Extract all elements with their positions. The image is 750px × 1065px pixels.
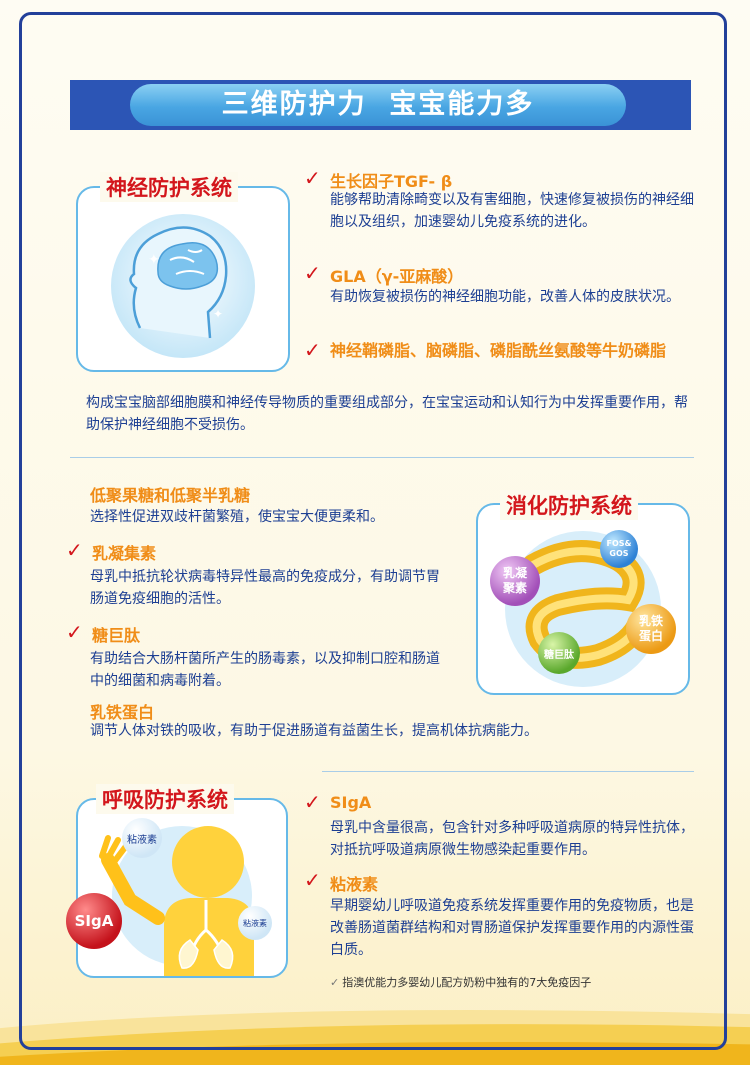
fos-gos-bubble-label: FOS& GOS [606, 539, 632, 558]
footnote: ✓ 指澳优能力多婴幼儿配方奶粉中独有的7大免疫因子 [330, 974, 591, 990]
neural-illustration-box: ✦ ✦ [76, 186, 290, 372]
footnote-text: 指澳优能力多婴幼儿配方奶粉中独有的7大免疫因子 [342, 976, 592, 989]
lectin-bubble: 乳凝聚素 [490, 556, 540, 606]
check-icon: ✓ [304, 166, 321, 190]
neural-item-1-text: 能够帮助清除畸变以及有害细胞，快速修复被损伤的神经细胞以及组织，加速婴幼儿免疫系… [330, 192, 694, 230]
check-icon: ✓ [304, 868, 321, 892]
lactoferrin-bubble: 乳铁蛋白 [626, 604, 676, 654]
neural-item-3-heading: 神经鞘磷脂、脑磷脂、磷脂酰丝氨酸等牛奶磷脂 [330, 341, 667, 360]
siga-bubble-label: SIgA [74, 912, 114, 930]
digestive-item-3-text: 有助结合大肠杆菌所产生的肠毒素，以及抑制口腔和肠道中的细菌和病毒附着。 [90, 651, 440, 689]
digestive-item-1-text: 选择性促进双歧杆菌繁殖，使宝宝大便更柔和。 [90, 509, 384, 525]
mucin-bubble: 粘液素 [122, 818, 162, 858]
digestive-item-2-text: 母乳中抵抗轮状病毒特异性最高的免疫成分，有助调节胃肠道免疫细胞的活性。 [90, 569, 440, 607]
page-frame [19, 12, 727, 1050]
section-divider [322, 771, 694, 772]
check-icon: ✓ [304, 261, 321, 285]
respiratory-illustration-box [76, 798, 288, 978]
check-icon: ✓ [304, 338, 321, 362]
siga-bubble: SIgA [66, 893, 122, 949]
banner-title: 三维防护力 宝宝能力多 [221, 89, 535, 120]
check-icon: ✓ [66, 538, 83, 562]
digestive-item-3-heading: 糖巨肽 [92, 626, 141, 645]
mucin-bubble: 粘液素 [238, 906, 272, 940]
digestive-item-2-heading: 乳凝集素 [92, 544, 157, 563]
digestive-item-4-text: 调节人体对铁的吸收，有助于促进肠道有益菌生长，提高机体抗病能力。 [90, 723, 538, 739]
check-icon: ✓ [66, 620, 83, 644]
respiratory-item-1-text: 母乳中含量很高，包含针对多种呼吸道病原的特异性抗体，对抵抗呼吸道病原微生物感染起… [330, 820, 694, 858]
digestive-item-1-heading: 低聚果糖和低聚半乳糖 [90, 486, 251, 505]
respiratory-system-title: 呼吸防护系统 [96, 784, 234, 814]
svg-text:✦: ✦ [213, 307, 223, 321]
fos-gos-bubble: FOS& GOS [600, 530, 638, 568]
check-icon: ✓ [304, 790, 321, 814]
digestive-system-title: 消化防护系统 [500, 490, 638, 520]
mucin-bubble-label: 粘液素 [127, 834, 157, 846]
svg-text:✦: ✦ [148, 252, 160, 268]
digestive-item-4-heading: 乳铁蛋白 [90, 703, 155, 722]
neural-summary: 构成宝宝脑部细胞膜和神经传导物质的重要组成部分，在宝宝运动和认知行为中发挥重要作… [86, 395, 688, 433]
banner-pill: 三维防护力 宝宝能力多 [130, 84, 626, 126]
neural-item-1-heading: 生长因子TGF- β [330, 172, 453, 191]
respiratory-item-2-text: 早期婴幼儿呼吸道免疫系统发挥重要作用的免疫物质，也是改善肠道菌群结构和对胃肠道保… [330, 898, 694, 958]
respiratory-item-1-heading: SIgA [330, 793, 372, 812]
gmp-bubble-label: 糖巨肽 [544, 649, 574, 661]
mucin-bubble-label: 粘液素 [243, 918, 267, 928]
lactoferrin-bubble-label: 乳铁蛋白 [638, 614, 663, 643]
gmp-bubble: 糖巨肽 [538, 632, 580, 674]
neural-item-2-heading: GLA（γ-亚麻酸） [330, 267, 464, 286]
child-lungs-icon [99, 826, 254, 976]
neural-item-2-text: 有助恢复被损伤的神经细胞功能，改善人体的皮肤状况。 [330, 289, 680, 305]
section-divider [70, 457, 694, 458]
check-icon: ✓ [330, 976, 340, 989]
respiratory-item-2-heading: 粘液素 [330, 875, 379, 894]
lectin-bubble-label: 乳凝聚素 [502, 566, 527, 595]
neural-system-title: 神经防护系统 [100, 172, 238, 202]
brain-head-icon: ✦ ✦ [111, 214, 255, 358]
